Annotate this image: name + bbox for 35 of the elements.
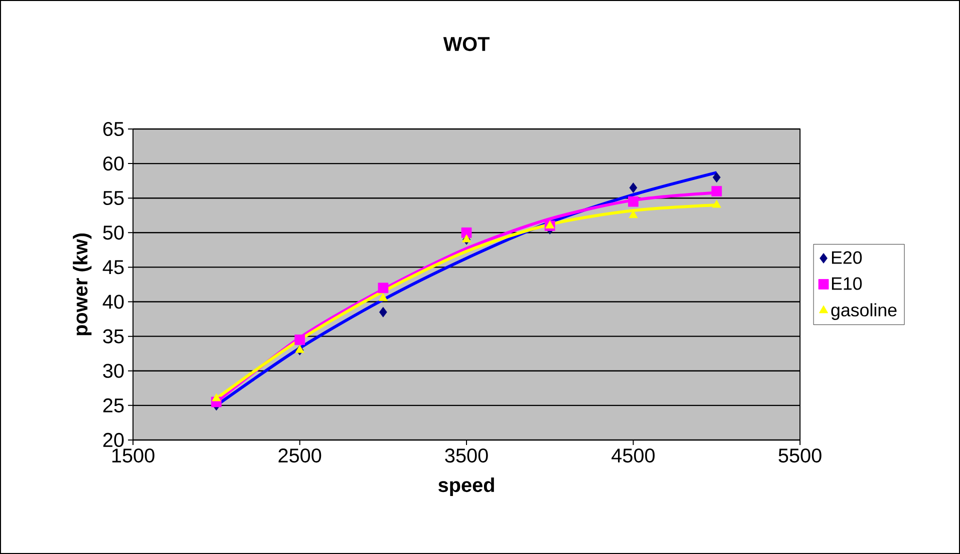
point [378, 293, 388, 302]
point [462, 234, 472, 242]
x-axis-title: speed [438, 477, 494, 496]
point [712, 172, 721, 183]
y-tick-label: 50 [103, 226, 124, 240]
x-tick-label: 1500 [112, 448, 154, 463]
y-tick-label: 45 [102, 260, 124, 274]
y-tick-label: 25 [103, 398, 124, 412]
x-tick-label: 2500 [278, 448, 322, 463]
y-tick-label: 30 [103, 364, 124, 378]
point [378, 282, 388, 294]
x-tick-label: 4500 [612, 448, 655, 463]
legend-label: gasoline [831, 303, 897, 320]
x-tick-label: 5500 [778, 448, 822, 463]
y-tick-label: 60 [103, 156, 124, 171]
y-tick-label: 65 [103, 122, 124, 136]
y-tick-label: 20 [103, 432, 124, 448]
point [295, 344, 304, 353]
legend-label: E20 [832, 251, 862, 264]
y-tick-label: 40 [102, 294, 124, 309]
point [212, 393, 221, 402]
legend-label: E10 [832, 277, 862, 290]
chart-title: WOT [443, 36, 490, 52]
point [294, 334, 305, 345]
point [379, 306, 388, 318]
y-tick-label: 55 [103, 191, 124, 206]
x-tick-label: 3500 [445, 448, 488, 463]
point [545, 220, 554, 228]
point [712, 200, 722, 208]
y-tick-label: 35 [103, 329, 124, 344]
point [711, 186, 722, 196]
point [461, 227, 472, 238]
point [628, 196, 638, 207]
y-axis-title: power (kw) [72, 233, 92, 336]
point [629, 182, 638, 193]
